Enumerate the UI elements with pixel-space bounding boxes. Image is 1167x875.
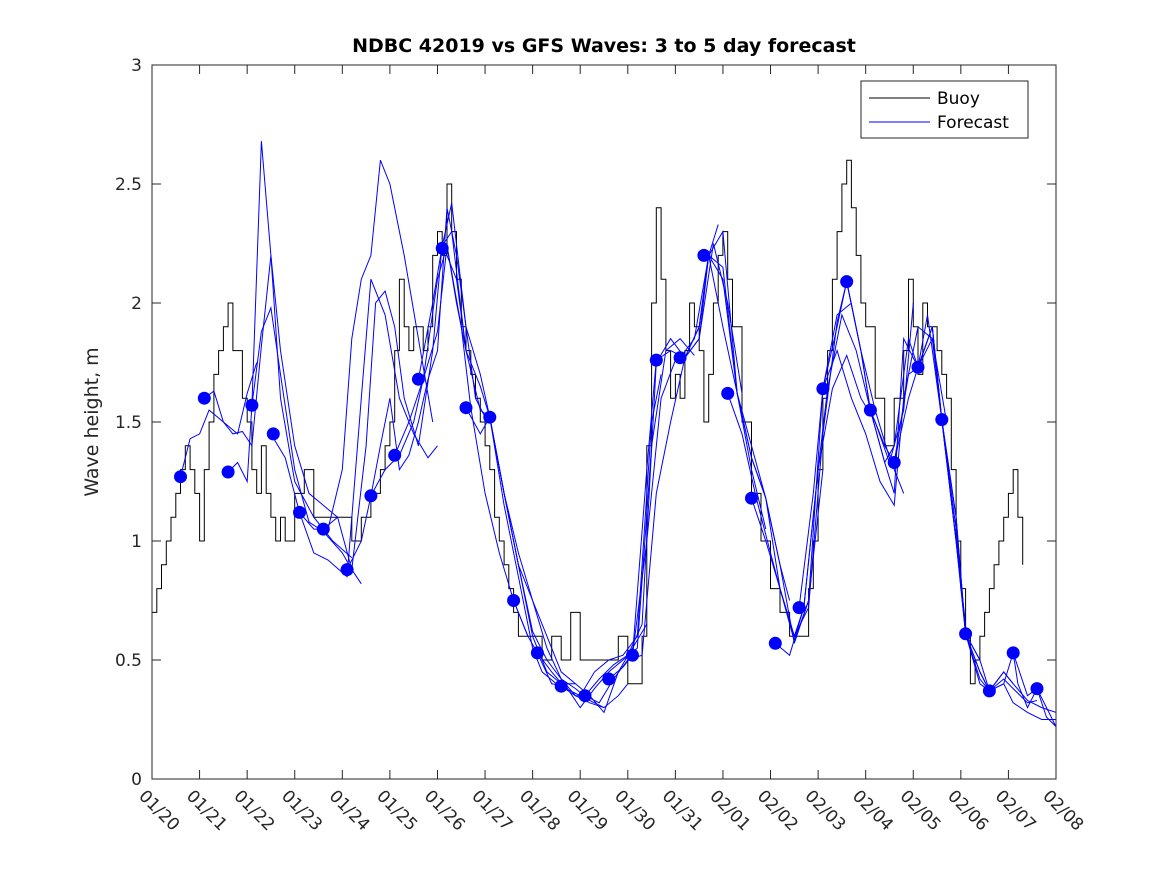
y-tick-label: 1	[131, 532, 142, 552]
forecast-run-line-22	[708, 230, 852, 644]
forecast-run-line-14	[489, 417, 648, 714]
forecast-run-line-1	[180, 362, 258, 477]
legend-box	[860, 80, 1029, 139]
forecast-marker	[697, 248, 711, 262]
forecast-marker	[530, 646, 544, 660]
y-tick-label: 1.5	[115, 413, 142, 433]
y-tick-label: 3	[131, 56, 142, 76]
forecast-marker	[266, 427, 280, 441]
forecast-marker	[935, 413, 949, 427]
forecast-marker	[197, 391, 211, 405]
forecast-run-line-26	[798, 325, 948, 608]
forecast-marker	[863, 403, 877, 417]
forecast-marker	[982, 684, 996, 698]
forecast-marker	[483, 410, 497, 424]
forecast-marker	[435, 241, 449, 255]
forecast-marker	[792, 601, 806, 615]
forecast-marker	[840, 275, 854, 289]
y-tick-label: 2.5	[115, 175, 142, 195]
forecast-marker	[221, 465, 235, 479]
plot-area	[152, 141, 1056, 727]
y-tick-label: 2	[131, 294, 142, 314]
forecast-marker	[174, 470, 187, 484]
forecast-marker	[507, 594, 521, 607]
y-tick-label: 0.5	[115, 651, 142, 671]
forecast-run-line-24	[751, 281, 905, 638]
forecast-marker	[602, 672, 616, 686]
forecast-marker	[816, 382, 830, 396]
forecast-run-line-2	[204, 255, 338, 518]
forecast-marker	[911, 360, 925, 374]
legend-buoy-label: Buoy	[937, 89, 980, 109]
forecast-run-line-31	[917, 326, 1056, 713]
forecast-marker	[459, 401, 473, 415]
forecast-marker	[293, 505, 306, 519]
legend-forecast-label: Forecast	[937, 113, 1009, 133]
y-tick-label: 0	[131, 770, 142, 790]
y-axis-label: Wave height, m	[81, 347, 103, 496]
forecast-marker	[626, 648, 639, 662]
forecast-marker	[673, 351, 687, 365]
series-group	[152, 141, 1056, 727]
chart-title: NDBC 42019 vs GFS Waves: 3 to 5 day fore…	[352, 35, 856, 57]
forecast-marker	[554, 679, 568, 693]
forecast-marker	[364, 489, 378, 503]
forecast-marker	[245, 398, 259, 412]
forecast-marker	[887, 456, 901, 469]
forecast-run-line-34	[1012, 652, 1056, 727]
forecast-marker	[649, 353, 663, 367]
forecast-marker	[316, 522, 330, 536]
forecast-marker	[411, 372, 425, 386]
forecast-marker	[721, 386, 735, 400]
buoy-series-line	[152, 159, 1024, 685]
forecast-marker	[959, 627, 973, 641]
legend: Buoy Forecast	[860, 80, 1029, 139]
forecast-marker	[745, 491, 758, 505]
forecast-marker	[1030, 682, 1044, 696]
forecast-marker	[768, 636, 782, 650]
forecast-run-line-4	[251, 305, 362, 585]
forecast-marker	[1006, 646, 1020, 660]
forecast-marker	[578, 689, 592, 703]
forecast-marker	[340, 563, 354, 577]
forecast-marker	[388, 448, 402, 462]
forecast-run-line-10	[394, 245, 557, 685]
